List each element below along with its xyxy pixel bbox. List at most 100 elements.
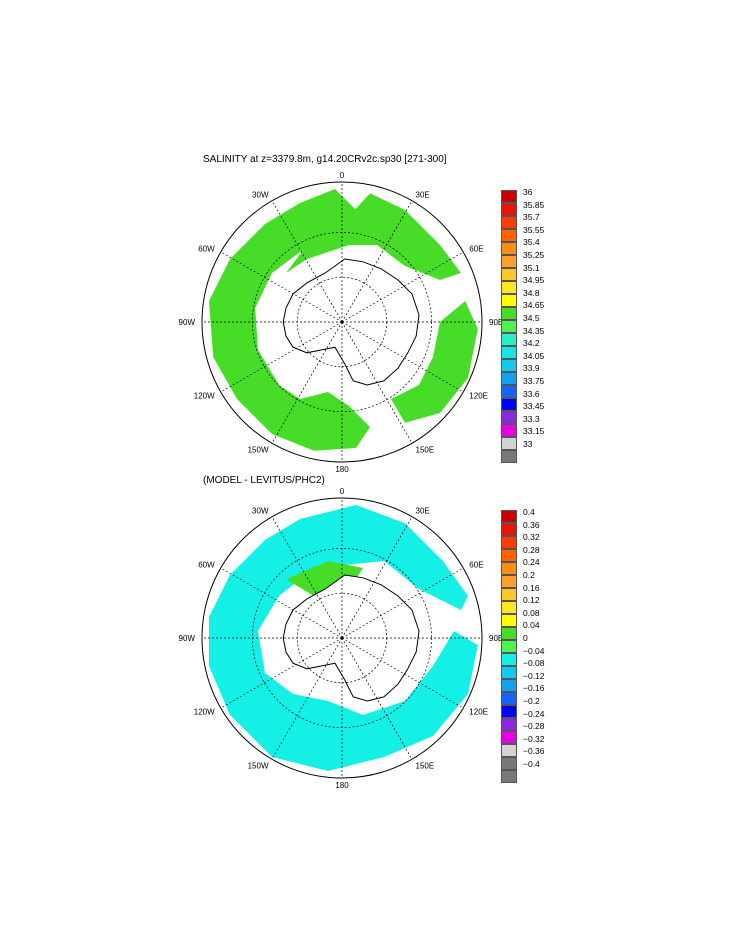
legend-value: 35.55 [523, 224, 545, 235]
longitude-label: 30W [252, 507, 269, 516]
meridian-line [341, 516, 413, 639]
legend-value: 33.3 [523, 413, 540, 424]
legend-color-box [501, 203, 517, 216]
legend-value: 33 [523, 439, 533, 449]
legend-color-box [501, 536, 517, 549]
longitude-label: 120E [469, 392, 488, 401]
legend-color-box [501, 731, 517, 744]
legend-color-box [501, 523, 517, 536]
longitude-label: 150W [248, 445, 269, 454]
meridian-line [271, 516, 343, 639]
meridian-line [341, 637, 413, 760]
legend-value: 34.8 [523, 287, 540, 298]
legend-color-box [501, 398, 517, 411]
legend-value: −0.12 [523, 670, 545, 681]
data-region [391, 301, 478, 423]
legend-value: −0.4 [523, 759, 540, 769]
legend-color-box [501, 450, 517, 463]
legend-color-box [501, 770, 517, 783]
legend-value: 35.25 [523, 250, 545, 260]
legend-color-box [501, 229, 517, 242]
legend-value: 0.28 [523, 544, 540, 555]
data-region [209, 189, 370, 451]
legend-color-box [501, 549, 517, 562]
longitude-label: 150E [416, 761, 435, 770]
meridian-line [341, 567, 464, 639]
longitude-label: 120W [194, 708, 215, 717]
legend-color-box [501, 242, 517, 255]
legend-value: 34.65 [523, 300, 545, 311]
map-border [201, 497, 483, 779]
legend-color-box [501, 744, 517, 757]
longitude-label: 90W [179, 634, 196, 643]
legend-value: 33.45 [523, 401, 545, 412]
legend-value: 34.5 [523, 313, 540, 323]
longitude-label: 0 [340, 487, 345, 496]
legend-value: 35.4 [523, 237, 540, 248]
meridian-line [341, 321, 464, 393]
legend-value: 33.6 [523, 388, 540, 399]
legend-value: 35.85 [523, 199, 545, 210]
legend-value: −0.16 [523, 683, 545, 694]
panel-title-salinity: SALINITY at z=3379.8m, g14.20CRv2c.sp30 … [203, 154, 447, 165]
panel-title-difference: (MODEL - LEVITUS/PHC2) [203, 475, 325, 486]
longitude-label: 90E [489, 634, 503, 643]
meridian-line [341, 251, 464, 323]
longitude-label: 120E [469, 708, 488, 717]
legend-color-box [501, 424, 517, 437]
legend-color-box [501, 333, 517, 346]
legend-color-box [501, 588, 517, 601]
meridian-line [341, 321, 413, 444]
legend-value: 34.35 [523, 325, 545, 336]
legend-value: 33.9 [523, 363, 540, 374]
longitude-label: 90E [489, 318, 503, 327]
legend-color-box [501, 510, 517, 523]
longitude-label: 60W [198, 245, 215, 254]
legend-color-box [501, 437, 517, 450]
legend-value: 0.24 [523, 557, 540, 568]
legend-value: −0.36 [523, 746, 545, 757]
legend-value: 0 [523, 633, 528, 643]
legend-value: 35.7 [523, 212, 540, 223]
legend-color-box [501, 575, 517, 588]
legend-value: 34.05 [523, 350, 545, 361]
map-group: 0 30E 60E 90E 120E 150E 180 150W 120W 90W 60W 30W [179, 487, 504, 790]
legend-color-box [501, 705, 517, 718]
longitude-label: 30E [416, 191, 430, 200]
legend-value: −0.2 [523, 696, 540, 706]
longitude-label: 180 [335, 781, 349, 790]
legend-value: 0.08 [523, 607, 540, 618]
data-region [209, 505, 478, 771]
legend-value: 34.2 [523, 338, 540, 349]
meridian-line [220, 567, 343, 639]
longitude-label: 150W [248, 761, 269, 770]
legend-value: 0.04 [523, 620, 540, 631]
legend-color-box [501, 307, 517, 320]
meridian-line [271, 321, 343, 444]
meridian-line [341, 637, 464, 709]
longitude-label: 30W [252, 191, 269, 200]
legend-value: 0.4 [523, 507, 535, 517]
longitude-label: 60W [198, 561, 215, 570]
legend-color-box [501, 627, 517, 640]
legend-color-box [501, 653, 517, 666]
legend-value: 0.32 [523, 532, 540, 543]
legend-color-box [501, 614, 517, 627]
legend-color-box [501, 359, 517, 372]
meridian-line [271, 200, 343, 323]
legend-color-box [501, 601, 517, 614]
legend-color-box [501, 320, 517, 333]
legend-value: 0.36 [523, 519, 540, 530]
legend-value: 36 [523, 187, 533, 197]
legend-value: 0.2 [523, 570, 535, 580]
legend-color-box [501, 692, 517, 705]
longitude-label: 150E [416, 445, 435, 454]
map-group: 0 30E 60E 90E 120E 150E 180 150W 120W 90W 60W 30W [179, 171, 504, 474]
legend-color-box [501, 411, 517, 424]
meridian-line [220, 637, 343, 709]
legend-value: −0.04 [523, 645, 545, 656]
legend-color-box [501, 562, 517, 575]
legend-value: 34.95 [523, 275, 545, 286]
longitude-label: 30E [416, 507, 430, 516]
